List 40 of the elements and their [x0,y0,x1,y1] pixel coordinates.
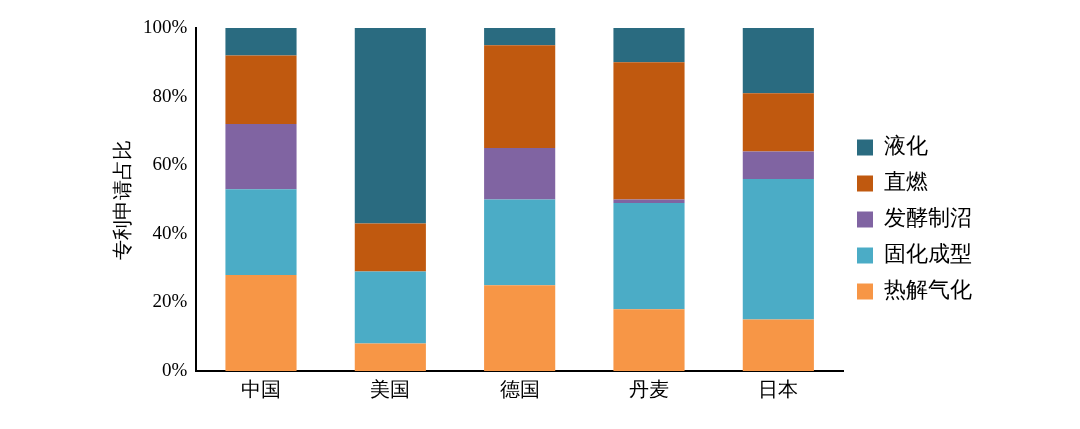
bar [484,285,556,371]
bar [354,271,426,344]
x-tick-label: 美国 [370,377,411,402]
legend-label: 热解气化 [884,277,972,303]
bar [225,189,297,275]
legend-label: 固化成型 [884,241,972,267]
bar [354,343,426,371]
y-tick-label: 40% [152,221,188,243]
bar [354,223,426,272]
legend-label: 直燃 [884,169,928,195]
legend-label: 发酵制沼 [884,205,972,231]
bar [613,28,685,63]
bar [484,28,556,46]
x-tick-label: 中国 [240,377,281,402]
y-tick-label: 100% [143,15,188,37]
bar [613,309,685,371]
bar [742,178,814,320]
bar [613,62,685,200]
y-tick-label: 20% [152,290,188,312]
bar [484,148,556,200]
bar [484,45,556,149]
x-tick-label: 丹麦 [629,377,669,402]
bar [354,28,426,224]
bar [742,151,814,179]
bar [742,93,814,152]
y-tick-label: 80% [152,84,188,106]
x-tick-label: 德国 [499,377,540,402]
bar [225,274,297,371]
y-tick-label: 0% [162,358,188,380]
y-tick-label: 60% [152,153,188,175]
x-tick-label: 日本 [758,377,799,402]
y-axis-title: 专利申请占比 [110,139,135,260]
bar [225,28,297,56]
bar [225,55,297,125]
bar [742,319,814,371]
bar [225,124,297,190]
bar [484,199,556,286]
bar [613,202,685,310]
legend-label: 液化 [884,133,928,159]
bar [742,28,814,94]
